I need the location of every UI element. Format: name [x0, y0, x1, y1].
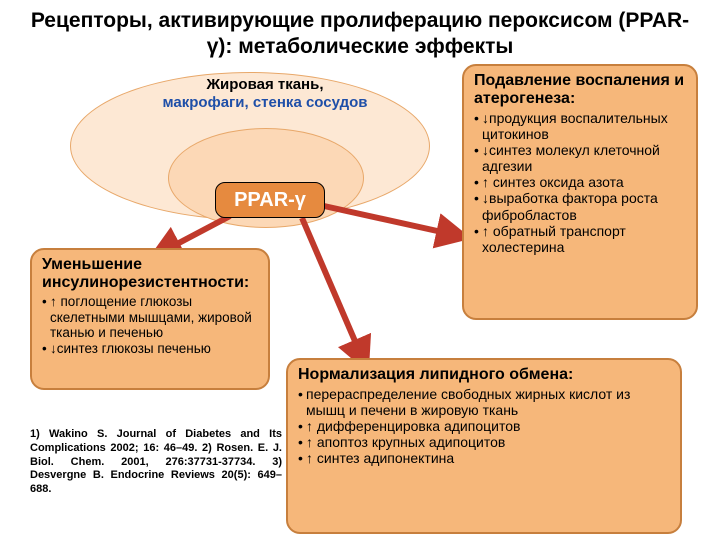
lipid-box-list: перераспределение свободных жирных кисло…	[298, 386, 670, 466]
inflammation-box-title: Подавление воспаления и атерогенеза:	[474, 72, 686, 108]
list-item: ↑ синтез адипонектина	[298, 450, 670, 466]
list-item: ↑ синтез оксида азота	[474, 174, 686, 190]
tissue-label-line2: макрофаги, стенка сосудов	[163, 94, 368, 111]
page-title: Рецепторы, активирующие пролиферацию пер…	[0, 0, 720, 65]
ppar-gamma-badge: PPAR-γ	[215, 182, 325, 218]
tissue-label: Жировая ткань, макрофаги, стенка сосудов	[130, 76, 400, 112]
insulin-box-list: ↑ поглощение глюкозы скелетными мышцами,…	[42, 294, 258, 356]
list-item: ↑ обратный транспорт холестерина	[474, 223, 686, 255]
insulin-box-title: Уменьшение инсулинорезистентности:	[42, 256, 258, 292]
arrow	[324, 206, 460, 236]
arrow	[302, 218, 364, 362]
list-item: ↓выработка фактора роста фибробластов	[474, 190, 686, 222]
tissue-label-line1: Жировая ткань,	[206, 76, 323, 93]
list-item: ↓синтез молекул клеточной адгезии	[474, 142, 686, 174]
insulin-resistance-box: Уменьшение инсулинорезистентности: ↑ пог…	[30, 248, 270, 390]
citation-text: 1) Wakino S. Journal of Diabetes and Its…	[30, 428, 282, 497]
lipid-metabolism-box: Нормализация липидного обмена: перераспр…	[286, 358, 682, 534]
list-item: ↓продукция воспалительных цитокинов	[474, 110, 686, 142]
list-item: перераспределение свободных жирных кисло…	[298, 386, 670, 418]
list-item: ↓синтез глюкозы печенью	[42, 341, 258, 357]
inflammation-box: Подавление воспаления и атерогенеза: ↓пр…	[462, 64, 698, 320]
list-item: ↑ апоптоз крупных адипоцитов	[298, 434, 670, 450]
list-item: ↑ дифференцировка адипоцитов	[298, 418, 670, 434]
list-item: ↑ поглощение глюкозы скелетными мышцами,…	[42, 294, 258, 341]
lipid-box-title: Нормализация липидного обмена:	[298, 366, 670, 384]
inflammation-box-list: ↓продукция воспалительных цитокинов↓синт…	[474, 110, 686, 255]
